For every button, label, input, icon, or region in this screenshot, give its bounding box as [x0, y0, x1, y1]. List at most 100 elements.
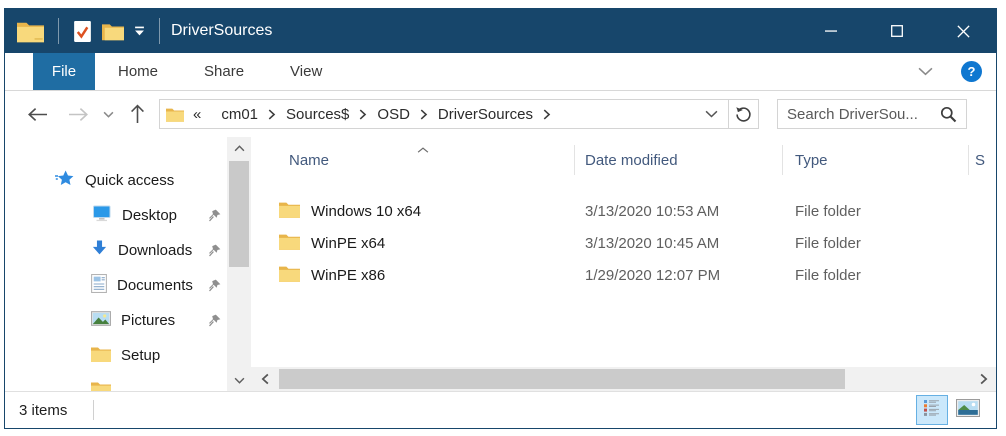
pictures-icon	[91, 311, 111, 330]
sidebar-item-label: Downloads	[118, 242, 193, 259]
properties-check-icon[interactable]	[73, 20, 92, 43]
navigation-pane: Quick access Desktop Downloads	[5, 137, 251, 391]
sidebar-item-label: Pictures	[121, 312, 176, 329]
sidebar-item-label: Setup	[121, 347, 161, 364]
status-divider	[93, 400, 95, 420]
address-bar[interactable]: « cm01 Sources$ OSD DriverSources	[159, 99, 759, 129]
pin-icon	[208, 209, 221, 222]
chevron-right-icon[interactable]	[260, 109, 284, 120]
table-row[interactable]: WinPE x64 3/13/2020 10:45 AM File folder	[251, 227, 996, 259]
search-icon[interactable]	[940, 106, 957, 123]
forward-icon[interactable]	[68, 107, 89, 122]
file-name: WinPE x86	[311, 266, 386, 284]
chevron-right-icon[interactable]	[535, 109, 559, 120]
sidebar-item-documents[interactable]: Documents	[5, 268, 251, 303]
navigation-bar: « cm01 Sources$ OSD DriverSources	[5, 91, 996, 137]
search-input[interactable]	[787, 105, 940, 123]
sidebar-item-setup[interactable]: Setup	[5, 338, 251, 373]
close-button[interactable]	[930, 9, 996, 53]
scrollbar-thumb[interactable]	[279, 369, 845, 389]
pin-icon	[208, 279, 221, 292]
sort-ascending-icon	[417, 140, 429, 157]
folder-icon	[279, 233, 300, 254]
folder-icon	[91, 346, 111, 366]
scroll-up-icon[interactable]	[227, 137, 251, 159]
app-folder-icon	[17, 20, 44, 43]
file-date: 3/13/2020 10:45 AM	[585, 234, 720, 252]
thumbnail-view-icon	[956, 398, 980, 422]
breadcrumb-osd[interactable]: OSD	[377, 105, 410, 123]
tab-share[interactable]: Share	[204, 63, 245, 80]
minimize-button[interactable]	[798, 9, 864, 53]
sidebar-item-partial[interactable]	[5, 373, 251, 391]
column-headers: Name Date modified Type S	[251, 137, 996, 183]
maximize-button[interactable]	[864, 9, 930, 53]
pin-icon	[208, 314, 221, 327]
file-date: 3/13/2020 10:53 AM	[585, 202, 720, 220]
file-type: File folder	[795, 234, 861, 252]
file-list-pane: Name Date modified Type S Windows 10 x64	[251, 137, 996, 391]
chevron-right-icon[interactable]	[351, 109, 375, 120]
file-name: Windows 10 x64	[311, 202, 422, 220]
ribbon-tab-bar: File Home Share View ?	[5, 53, 996, 91]
up-icon[interactable]	[130, 104, 145, 124]
documents-icon	[91, 274, 107, 297]
tab-file[interactable]: File	[33, 53, 95, 90]
sidebar-scrollbar[interactable]	[227, 137, 251, 391]
recent-locations-chevron-icon[interactable]	[103, 111, 114, 118]
tab-home[interactable]: Home	[118, 63, 159, 80]
search-box[interactable]	[777, 99, 967, 129]
pin-icon	[208, 244, 221, 257]
file-type: File folder	[795, 266, 861, 284]
horizontal-scrollbar[interactable]	[251, 367, 996, 391]
new-folder-icon[interactable]	[102, 22, 124, 41]
folder-icon	[279, 265, 300, 286]
desktop-icon	[91, 205, 112, 226]
sidebar-item-label: Desktop	[122, 207, 178, 224]
ribbon-collapse-chevron-icon[interactable]	[918, 63, 933, 81]
chevron-right-icon[interactable]	[412, 109, 436, 120]
address-dropdown-chevron-icon[interactable]	[695, 110, 728, 118]
sidebar-item-desktop[interactable]: Desktop	[5, 198, 251, 233]
sidebar-item-pictures[interactable]: Pictures	[5, 303, 251, 338]
refresh-icon[interactable]	[728, 100, 758, 128]
back-icon[interactable]	[27, 107, 48, 122]
thumbnail-view-button[interactable]	[952, 395, 984, 425]
content-area: Quick access Desktop Downloads	[5, 137, 996, 391]
sidebar-item-quick-access[interactable]: Quick access	[5, 163, 251, 198]
scroll-right-icon[interactable]	[972, 367, 996, 391]
column-header-name[interactable]: Name	[251, 145, 575, 175]
scrollbar-thumb[interactable]	[229, 161, 249, 267]
address-folder-icon	[166, 107, 184, 122]
window-title: DriverSources	[171, 22, 273, 39]
sidebar-item-label: Quick access	[85, 172, 175, 189]
column-header-type[interactable]: Type	[783, 145, 969, 175]
view-toggle-buttons	[916, 395, 996, 425]
breadcrumb-sources[interactable]: Sources$	[286, 105, 350, 123]
sidebar-item-downloads[interactable]: Downloads	[5, 233, 251, 268]
window-controls	[798, 9, 996, 53]
file-date: 1/29/2020 12:07 PM	[585, 266, 721, 284]
help-icon[interactable]: ?	[961, 61, 982, 82]
qat-dropdown-icon[interactable]	[134, 26, 145, 36]
breadcrumb-overflow[interactable]: «	[193, 105, 202, 123]
sidebar-item-label: Documents	[117, 277, 193, 294]
table-row[interactable]: Windows 10 x64 3/13/2020 10:53 AM File f…	[251, 195, 996, 227]
folder-icon	[279, 201, 300, 222]
tab-view[interactable]: View	[290, 63, 323, 80]
scroll-left-icon[interactable]	[253, 367, 277, 391]
column-header-date-modified[interactable]: Date modified	[575, 145, 783, 175]
title-bar: DriverSources	[5, 9, 996, 53]
details-view-button[interactable]	[916, 395, 948, 425]
file-type: File folder	[795, 202, 861, 220]
scroll-down-icon[interactable]	[227, 369, 251, 391]
quick-access-toolbar	[5, 18, 169, 44]
breadcrumb-driversources[interactable]: DriverSources	[437, 105, 533, 123]
quick-access-star-icon	[55, 170, 75, 192]
file-name: WinPE x64	[311, 234, 386, 252]
file-rows: Windows 10 x64 3/13/2020 10:53 AM File f…	[251, 195, 996, 291]
table-row[interactable]: WinPE x86 1/29/2020 12:07 PM File folder	[251, 259, 996, 291]
breadcrumb-cm01[interactable]: cm01	[221, 105, 259, 123]
column-header-size[interactable]: S	[975, 151, 986, 169]
